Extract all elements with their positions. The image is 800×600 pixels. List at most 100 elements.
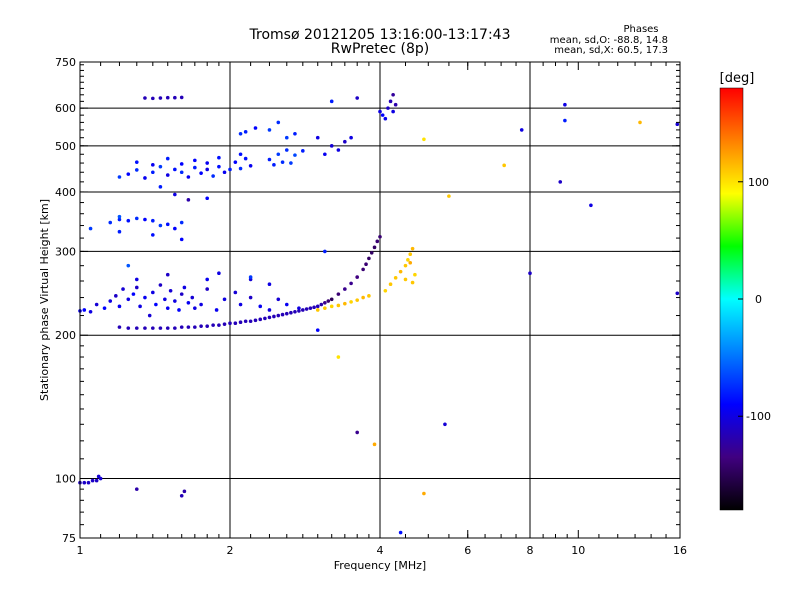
data-point — [343, 287, 347, 291]
data-point — [276, 152, 281, 157]
data-point — [243, 319, 248, 324]
data-point — [410, 280, 415, 285]
data-point — [205, 196, 209, 201]
data-point — [267, 308, 272, 312]
data-point — [393, 102, 398, 107]
data-point — [186, 300, 191, 305]
data-point — [211, 174, 215, 178]
data-point — [134, 160, 139, 164]
data-point — [243, 156, 248, 161]
data-point — [323, 300, 327, 305]
data-point — [126, 172, 131, 176]
data-point — [408, 260, 413, 265]
data-point — [90, 478, 95, 483]
data-point — [447, 194, 451, 198]
data-point — [304, 307, 309, 311]
data-point — [315, 304, 320, 309]
data-point — [179, 170, 184, 175]
data-point — [383, 116, 388, 121]
data-point — [121, 287, 125, 291]
data-point — [126, 263, 131, 268]
data-point — [193, 306, 197, 310]
data-point — [398, 530, 403, 535]
data-point — [380, 113, 385, 117]
data-point — [349, 300, 353, 304]
data-point — [253, 126, 258, 130]
data-point — [186, 325, 191, 329]
data-point — [222, 170, 227, 175]
data-point — [301, 308, 305, 312]
data-point — [326, 299, 331, 303]
y-tick-label: 100 — [55, 473, 76, 486]
data-point — [117, 214, 122, 219]
data-point — [336, 148, 341, 152]
chart-title: Tromsø 20121205 13:16:00-13:17:43 — [249, 27, 511, 43]
data-point — [134, 277, 139, 282]
data-point — [193, 325, 197, 329]
data-point — [589, 203, 593, 208]
data-point — [253, 318, 258, 323]
data-point — [228, 167, 232, 172]
data-point — [301, 149, 305, 153]
x-tick-label: 8 — [527, 544, 534, 557]
data-point — [323, 306, 327, 310]
data-point — [165, 222, 170, 227]
data-point — [151, 218, 155, 223]
x-tick-label: 2 — [227, 544, 234, 557]
data-point — [165, 156, 170, 161]
data-point — [205, 161, 209, 165]
x-tick-label: 16 — [673, 544, 687, 557]
data-point — [519, 128, 524, 132]
data-point — [233, 321, 238, 325]
data-point — [168, 288, 173, 293]
y-tick-label: 300 — [55, 245, 76, 258]
data-point — [134, 168, 139, 172]
data-point — [143, 96, 147, 100]
data-point — [284, 148, 289, 152]
data-point — [393, 276, 398, 280]
data-point — [117, 175, 122, 179]
colorbar-tick-label: 100 — [748, 176, 769, 189]
data-point — [163, 297, 167, 302]
data-point — [372, 442, 377, 447]
data-point — [367, 294, 371, 298]
data-point — [134, 216, 139, 221]
data-point — [173, 95, 177, 100]
chart-subtitle: RwPretec (8p) — [331, 41, 429, 57]
data-point — [502, 163, 506, 168]
data-point — [315, 308, 320, 312]
data-point — [173, 226, 177, 231]
data-point — [165, 272, 170, 277]
data-point — [406, 258, 410, 262]
data-point — [369, 251, 374, 255]
data-point — [199, 324, 203, 328]
data-point — [211, 323, 215, 327]
data-point — [179, 237, 184, 242]
data-point — [410, 246, 415, 251]
data-point — [199, 302, 203, 307]
data-point — [158, 223, 163, 228]
data-point — [179, 325, 184, 329]
data-point — [563, 118, 567, 123]
data-point — [217, 155, 221, 160]
data-point — [134, 285, 139, 290]
data-point — [528, 271, 532, 276]
data-point — [386, 106, 390, 110]
data-point — [336, 303, 341, 308]
data-point — [284, 311, 289, 316]
data-point — [165, 306, 170, 310]
stats-line-x: mean, sd,X: 60.5, 17.3 — [554, 45, 668, 56]
data-point — [388, 99, 393, 104]
data-point — [263, 316, 267, 321]
data-point — [88, 226, 93, 231]
data-point — [388, 282, 393, 287]
data-point — [205, 324, 209, 328]
data-point — [329, 99, 334, 104]
data-point — [276, 297, 281, 302]
data-point — [158, 185, 163, 189]
data-point — [375, 239, 380, 244]
data-point — [323, 152, 327, 157]
y-tick-label: 600 — [55, 102, 76, 115]
data-point — [361, 295, 365, 300]
data-point — [143, 217, 147, 222]
